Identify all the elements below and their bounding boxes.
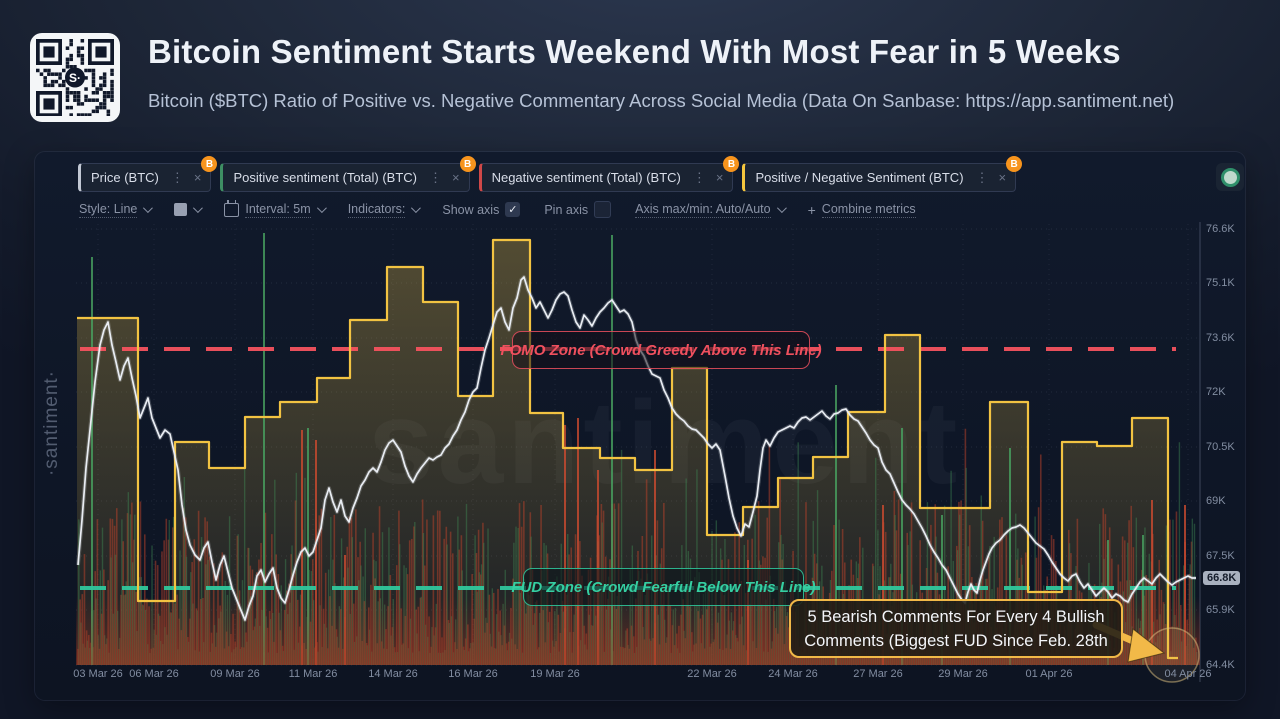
close-icon[interactable]: × [715, 170, 724, 185]
chevron-down-icon [316, 203, 327, 214]
record-status-button[interactable] [1216, 163, 1244, 191]
page-subtitle: Bitcoin ($BTC) Ratio of Positive vs. Neg… [148, 90, 1175, 111]
x-axis-tick-label: 29 Mar 26 [938, 668, 988, 680]
y-axis-tick-label: 72K [1206, 386, 1226, 398]
x-axis-tick-label: 03 Mar 26 [73, 668, 123, 680]
y-axis-tick-label: 75.1K [1206, 277, 1235, 289]
kebab-menu-icon[interactable]: ⋮ [975, 169, 989, 185]
x-axis-tick-label: 19 Mar 26 [530, 668, 580, 680]
close-icon[interactable]: × [193, 170, 202, 185]
tab-label: Negative sentiment (Total) (BTC) [491, 170, 681, 185]
chevron-down-icon [143, 203, 154, 214]
x-axis-tick-label: 06 Mar 26 [129, 668, 179, 680]
y-axis-tick-label: 65.9K [1206, 604, 1235, 616]
color-swatch [174, 203, 188, 216]
status-dot-icon [1220, 167, 1240, 187]
indicators-dropdown[interactable]: Indicators: [347, 202, 422, 218]
x-axis-tick-label: 09 Mar 26 [210, 668, 260, 680]
y-axis-tick-label: 73.6K [1206, 332, 1235, 344]
current-price-badge: 66.8K [1203, 571, 1241, 585]
plus-icon: + [807, 201, 816, 218]
kebab-menu-icon[interactable]: ⋮ [428, 169, 442, 185]
pin-axis-toggle[interactable]: Pin axis [544, 201, 612, 218]
page-title: Bitcoin Sentiment Starts Weekend With Mo… [148, 33, 1121, 70]
x-axis-tick-label: 16 Mar 26 [448, 668, 498, 680]
bitcoin-badge: B [1006, 156, 1023, 172]
tab-pos-neg-ratio[interactable]: Positive / Negative Sentiment (BTC) ⋮ × … [742, 156, 1023, 192]
x-axis-tick-label: 01 Apr 26 [1025, 668, 1073, 680]
bitcoin-badge: B [459, 156, 476, 172]
y-axis-tick-label: 69K [1206, 495, 1226, 507]
tab-negative-sentiment[interactable]: Negative sentiment (Total) (BTC) ⋮ × B [478, 156, 740, 192]
callout-line-2: Comments (Biggest FUD Since Feb. 28th [804, 631, 1108, 650]
close-icon[interactable]: × [998, 170, 1007, 185]
chart-toolbar: Style: Line Interval: 5m Indicators: Sho… [79, 199, 916, 218]
close-icon[interactable]: × [451, 170, 460, 185]
tab-positive-sentiment[interactable]: Positive sentiment (Total) (BTC) ⋮ × B [220, 156, 476, 192]
interval-dropdown[interactable]: Interval: 5m [224, 199, 327, 218]
bearish-comments-callout: 5 Bearish Comments For Every 4 Bullish C… [789, 599, 1123, 658]
chevron-down-icon [411, 203, 422, 214]
show-axis-checkbox[interactable]: ✓ [505, 202, 521, 217]
fomo-zone-label: FOMO Zone (Crowd Greedy Above This Line) [500, 331, 822, 369]
tab-price-btc[interactable]: Price (BTC) ⋮ × B [78, 156, 218, 192]
x-axis-tick-label: 27 Mar 26 [853, 668, 903, 680]
svg-text:S·: S· [69, 71, 81, 85]
x-axis-tick-label: 14 Mar 26 [368, 668, 418, 680]
axis-maxmin-dropdown[interactable]: Axis max/min: Auto/Auto [635, 202, 787, 218]
bitcoin-badge: B [201, 156, 218, 172]
combine-metrics-button[interactable]: + Combine metrics [807, 201, 916, 218]
x-axis-tick-label: 04 Apr 26 [1164, 668, 1212, 680]
color-swatch-dropdown[interactable] [174, 203, 204, 216]
calendar-icon [224, 199, 240, 217]
y-axis-tick-label: 64.4K [1206, 659, 1235, 671]
y-axis-tick-label: 67.5K [1206, 550, 1235, 562]
y-axis-tick-label: 70.5K [1206, 441, 1235, 453]
x-axis-tick-label: 22 Mar 26 [687, 668, 737, 680]
kebab-menu-icon[interactable]: ⋮ [692, 169, 706, 185]
qr-code: S· [30, 33, 120, 122]
kebab-menu-icon[interactable]: ⋮ [170, 169, 184, 185]
chevron-down-icon [193, 203, 204, 214]
tab-label: Price (BTC) [91, 170, 159, 185]
tab-label: Positive / Negative Sentiment (BTC) [755, 170, 964, 185]
style-dropdown[interactable]: Style: Line [79, 202, 154, 218]
x-axis-tick-label: 11 Mar 26 [288, 668, 338, 680]
fud-zone-label: FUD Zone (Crowd Fearful Below This Line) [511, 568, 816, 606]
y-axis-tick-label: 76.6K [1206, 223, 1235, 235]
show-axis-toggle[interactable]: Show axis ✓ [442, 202, 521, 217]
x-axis-tick-label: 24 Mar 26 [768, 668, 818, 680]
bitcoin-badge: B [723, 156, 740, 172]
pin-axis-checkbox[interactable] [594, 201, 612, 218]
tab-label: Positive sentiment (Total) (BTC) [233, 170, 417, 185]
callout-line-1: 5 Bearish Comments For Every 4 Bullish [807, 607, 1105, 626]
metric-tabs: Price (BTC) ⋮ × B Positive sentiment (To… [78, 156, 1023, 192]
chevron-down-icon [776, 203, 787, 214]
